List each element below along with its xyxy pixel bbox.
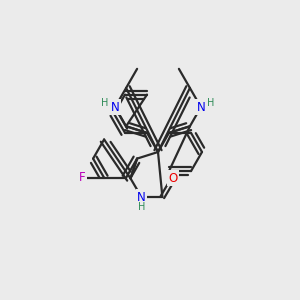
Text: H: H [138, 202, 145, 212]
Text: N: N [137, 190, 146, 204]
Text: H: H [101, 98, 109, 108]
Text: F: F [79, 171, 86, 184]
Text: H: H [207, 98, 214, 108]
Text: N: N [196, 100, 205, 114]
Text: N: N [111, 100, 119, 114]
Text: O: O [169, 172, 178, 185]
